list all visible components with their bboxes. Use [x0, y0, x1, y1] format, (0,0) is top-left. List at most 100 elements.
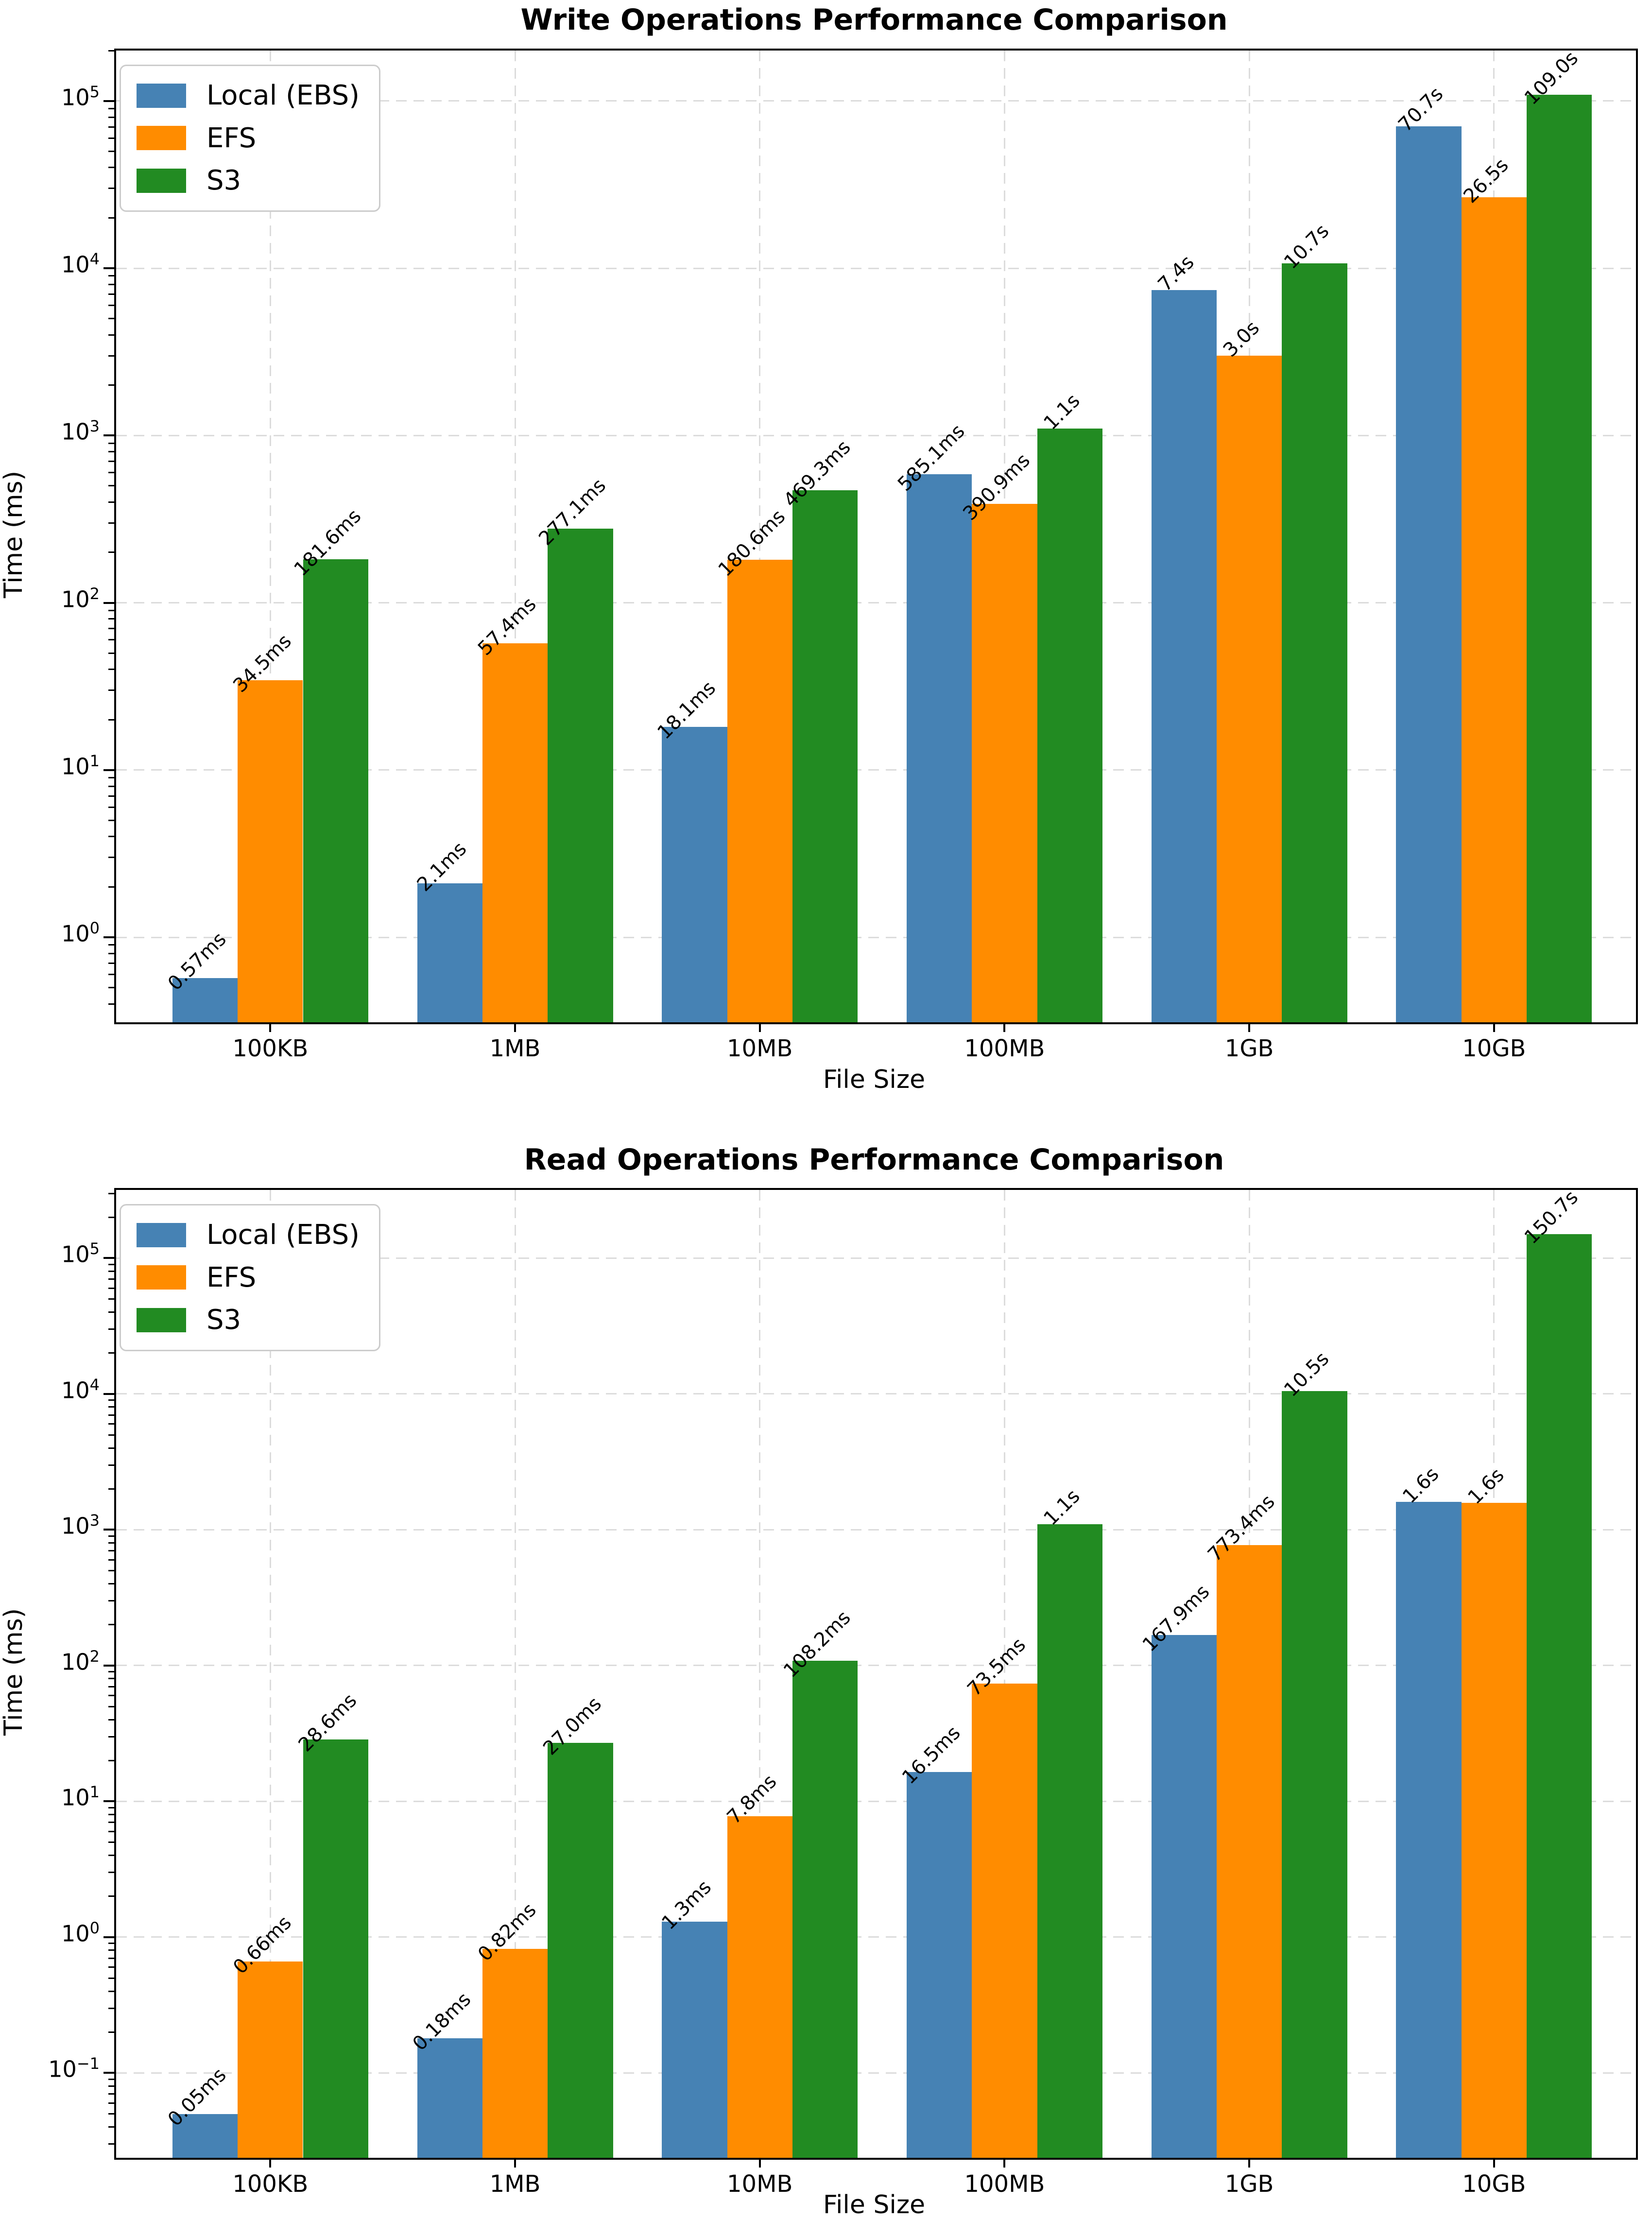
- y-major-tick: [103, 434, 114, 437]
- v-gridline: [759, 1190, 761, 2158]
- x-axis-label: File Size: [823, 1065, 926, 1094]
- y-minor-tick: [108, 1624, 114, 1626]
- bar: [417, 883, 482, 1022]
- y-major-tick: [103, 936, 114, 939]
- bar: [548, 1742, 613, 2158]
- h-gridline: [116, 434, 1636, 436]
- y-minor-tick: [108, 1414, 114, 1416]
- y-minor-tick: [108, 2143, 114, 2145]
- y-major-tick: [103, 267, 114, 270]
- y-minor-tick: [108, 1192, 114, 1194]
- y-minor-tick: [108, 1966, 114, 1968]
- y-minor-tick: [108, 618, 114, 620]
- y-minor-tick: [108, 334, 114, 336]
- h-gridline: [116, 1529, 1636, 1531]
- y-tick-label: 101: [61, 751, 100, 780]
- x-tick-label: 100MB: [964, 2170, 1045, 2198]
- y-minor-tick: [108, 819, 114, 821]
- bar: [1037, 429, 1102, 1022]
- y-minor-tick: [108, 1822, 114, 1824]
- y-minor-tick: [108, 1957, 114, 1959]
- y-minor-tick: [108, 461, 114, 463]
- y-minor-tick: [108, 150, 114, 152]
- x-tick-label: 100MB: [964, 1035, 1045, 1062]
- bar: [1527, 94, 1592, 1022]
- x-tick-label: 1GB: [1224, 2170, 1274, 2198]
- y-minor-tick: [108, 2093, 114, 2095]
- y-tick-label: 100: [61, 919, 100, 947]
- h-gridline: [116, 100, 1636, 102]
- bar: [906, 1772, 972, 2158]
- x-tick-label: 1MB: [489, 1035, 541, 1062]
- y-axis-label: Time (ms): [0, 1608, 28, 1736]
- read-operations-chart: Read Operations Performance Comparison T…: [0, 1118, 1652, 2237]
- h-gridline: [116, 267, 1636, 269]
- chart-title: Read Operations Performance Comparison: [524, 1143, 1224, 1177]
- legend-label: Local (EBS): [206, 1219, 360, 1251]
- x-tick-label: 10MB: [727, 1035, 793, 1062]
- bar: [792, 490, 858, 1022]
- y-minor-tick: [108, 318, 114, 320]
- h-gridline: [116, 1936, 1636, 1938]
- y-minor-tick: [108, 1872, 114, 1874]
- bar: [1461, 197, 1527, 1022]
- y-minor-tick: [108, 777, 114, 779]
- y-minor-tick: [108, 1311, 114, 1313]
- bar: [727, 560, 792, 1022]
- bar: [172, 2114, 238, 2158]
- bar: [727, 1816, 792, 2158]
- y-minor-tick: [108, 2007, 114, 2009]
- bar: [548, 529, 613, 1022]
- y-minor-tick: [108, 857, 114, 859]
- y-minor-tick: [108, 719, 114, 721]
- bar-value-label: 1.6s: [1463, 1463, 1509, 1509]
- y-minor-tick: [108, 1855, 114, 1857]
- y-minor-tick: [108, 442, 114, 444]
- bar: [1282, 1391, 1347, 2158]
- x-tick: [758, 1022, 761, 1032]
- y-minor-tick: [108, 1705, 114, 1707]
- y-minor-tick: [108, 485, 114, 487]
- x-tick: [514, 1022, 516, 1032]
- y-minor-tick: [108, 2078, 114, 2080]
- x-tick: [1248, 1022, 1251, 1032]
- x-tick: [514, 2158, 516, 2168]
- y-minor-tick: [108, 1434, 114, 1436]
- legend-label: EFS: [206, 122, 257, 154]
- y-minor-tick: [108, 2085, 114, 2087]
- v-gridline: [514, 51, 516, 1022]
- v-gridline: [1003, 1190, 1005, 2158]
- bar: [1527, 1234, 1592, 2158]
- y-minor-tick: [108, 1550, 114, 1552]
- y-tick-label: 104: [61, 1375, 100, 1404]
- y-tick-label: 104: [61, 250, 100, 278]
- y-minor-tick: [108, 1406, 114, 1408]
- y-minor-tick: [108, 108, 114, 110]
- y-minor-tick: [108, 1003, 114, 1005]
- y-minor-tick: [108, 1977, 114, 1979]
- x-tick: [1248, 2158, 1251, 2168]
- legend: Local (EBS) EFS S3: [120, 1204, 380, 1351]
- y-minor-tick: [108, 50, 114, 52]
- y-minor-tick: [108, 1287, 114, 1289]
- x-tick-label: 1MB: [489, 2170, 541, 2198]
- bar: [1216, 356, 1282, 1022]
- y-minor-tick: [108, 293, 114, 295]
- y-minor-tick: [108, 962, 114, 964]
- y-minor-tick: [108, 1298, 114, 1300]
- y-minor-tick: [108, 886, 114, 888]
- y-minor-tick: [108, 806, 114, 808]
- bar: [1151, 290, 1217, 1022]
- y-minor-tick: [108, 2126, 114, 2128]
- legend-swatch-s3: [137, 168, 186, 193]
- y-minor-tick: [108, 1895, 114, 1897]
- y-minor-tick: [108, 795, 114, 797]
- y-minor-tick: [108, 1570, 114, 1571]
- y-tick-label: 10−1: [48, 2054, 100, 2082]
- x-tick-label: 1GB: [1224, 1035, 1274, 1062]
- h-gridline: [116, 936, 1636, 938]
- bar: [238, 1962, 303, 2158]
- y-minor-tick: [108, 283, 114, 285]
- y-minor-tick: [108, 1949, 114, 1951]
